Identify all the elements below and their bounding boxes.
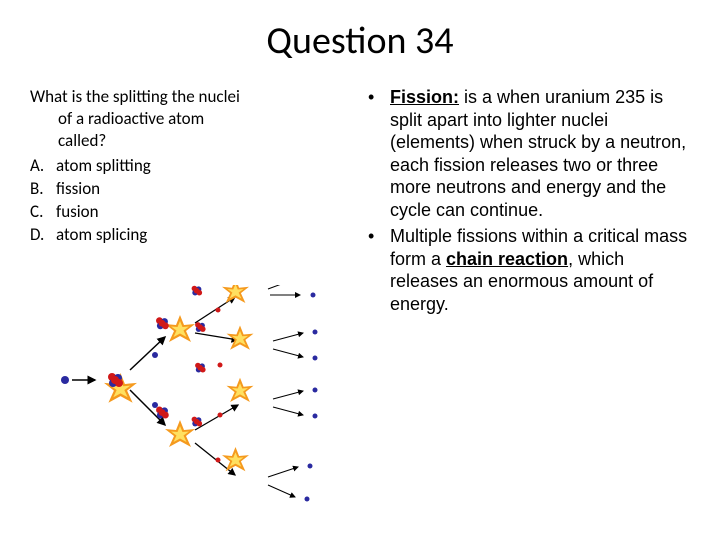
option-letter: C. <box>30 201 56 224</box>
option-d: D. atom splicing <box>30 224 350 247</box>
answer-body: Multiple fissions within a critical mass… <box>390 225 690 315</box>
option-b: B. fission <box>30 178 350 201</box>
bullet-icon: • <box>368 86 390 221</box>
answer-term: Fission: <box>390 87 459 107</box>
option-text: fusion <box>56 201 350 224</box>
left-column: What is the splitting the nuclei of a ra… <box>30 86 350 319</box>
answer-item-2: • Multiple fissions within a critical ma… <box>368 225 690 315</box>
question-line-3: called? <box>30 130 350 152</box>
question-line-2: of a radioactive atom <box>30 108 350 130</box>
option-letter: D. <box>30 224 56 247</box>
option-c: C. fusion <box>30 201 350 224</box>
slide-title: Question 34 <box>30 18 690 64</box>
question-stem: What is the splitting the nuclei of a ra… <box>30 86 350 151</box>
right-column: • Fission: is a when uranium 235 is spli… <box>368 86 690 319</box>
option-letter: B. <box>30 178 56 201</box>
answer-list: • Fission: is a when uranium 235 is spli… <box>368 86 690 315</box>
slide: Question 34 What is the splitting the nu… <box>0 0 720 540</box>
option-text: atom splitting <box>56 155 350 178</box>
fission-diagram <box>60 285 360 515</box>
answer-body: Fission: is a when uranium 235 is split … <box>390 86 690 221</box>
bullet-icon: • <box>368 225 390 315</box>
option-a: A. atom splitting <box>30 155 350 178</box>
question-line-1: What is the splitting the nuclei <box>30 86 240 107</box>
option-text: atom splicing <box>56 224 350 247</box>
option-letter: A. <box>30 155 56 178</box>
answer-bold: chain reaction <box>446 249 568 269</box>
columns: What is the splitting the nuclei of a ra… <box>30 86 690 319</box>
options-list: A. atom splitting B. fission C. fusion D… <box>30 155 350 247</box>
answer-item-1: • Fission: is a when uranium 235 is spli… <box>368 86 690 221</box>
option-text: fission <box>56 178 350 201</box>
